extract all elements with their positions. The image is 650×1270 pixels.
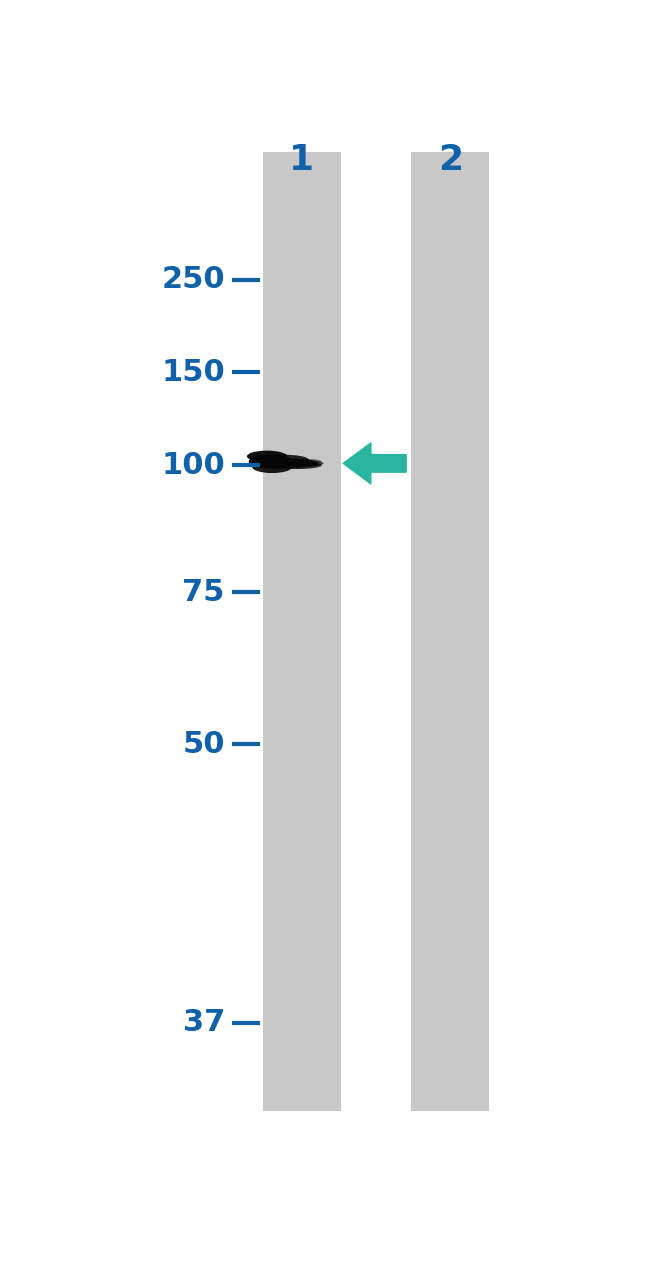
Text: 37: 37: [183, 1008, 225, 1038]
Ellipse shape: [260, 458, 318, 469]
Ellipse shape: [252, 461, 292, 472]
Text: 2: 2: [438, 142, 463, 177]
Ellipse shape: [254, 455, 309, 465]
Ellipse shape: [260, 458, 296, 469]
Ellipse shape: [292, 458, 322, 465]
FancyArrow shape: [343, 443, 406, 484]
Text: 75: 75: [183, 578, 225, 607]
Text: 250: 250: [161, 265, 225, 295]
Bar: [411, 152, 489, 1111]
Ellipse shape: [258, 457, 291, 466]
Ellipse shape: [270, 461, 322, 469]
Ellipse shape: [247, 451, 287, 462]
Text: 150: 150: [161, 358, 225, 387]
Text: 100: 100: [161, 451, 225, 480]
Text: 1: 1: [289, 142, 315, 177]
Ellipse shape: [283, 460, 324, 466]
Ellipse shape: [249, 455, 292, 469]
Bar: [263, 152, 341, 1111]
Text: 50: 50: [182, 729, 225, 758]
